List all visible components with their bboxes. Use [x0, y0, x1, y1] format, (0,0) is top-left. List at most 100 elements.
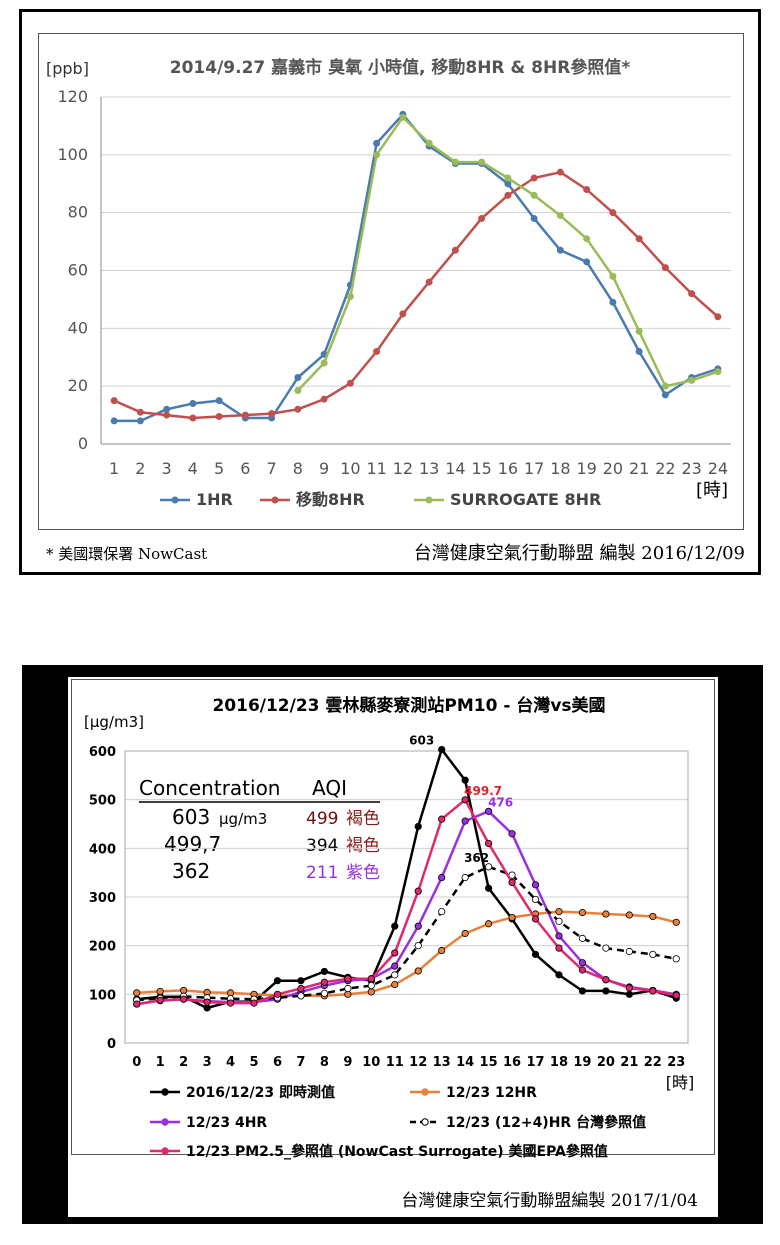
- chart2-data-point: [508, 878, 516, 887]
- chart2-data-point: [438, 946, 446, 955]
- chart2-data-point: [438, 873, 446, 882]
- chart1-data-point: [110, 417, 118, 425]
- chart2-x-tick-label: 15: [480, 1055, 498, 1070]
- chart2-data-point: [649, 987, 657, 995]
- chart2-peak-label: 476: [488, 795, 513, 809]
- chart1-y-tick-label: 80: [68, 203, 88, 222]
- chart2-x-tick-label: 20: [597, 1055, 615, 1070]
- chart2-y-tick-label: 0: [107, 1037, 116, 1052]
- chart2-series-line: [136, 798, 677, 1006]
- chart2-legend-item: 12/23 (12+4)HR 台灣參照值: [410, 1114, 646, 1131]
- chart1-x-tick-label: 4: [188, 459, 198, 478]
- chart1-x-tick-label: 16: [498, 459, 518, 478]
- chart1-data-point: [609, 298, 617, 306]
- chart1-data-point: [373, 151, 381, 159]
- chart2-data-point: [156, 996, 164, 1004]
- chart2-data-point: [414, 922, 422, 930]
- chart2-data-point: [344, 984, 352, 993]
- chart2-data-point: [273, 990, 282, 998]
- chart1-data-point: [320, 359, 328, 367]
- chart2-legend-marker: [161, 1088, 169, 1096]
- chart1-x-tick-label: 7: [267, 459, 277, 478]
- chart2-x-tick-label: 9: [343, 1055, 352, 1070]
- chart2-xlabel: [時]: [666, 1073, 695, 1092]
- chart2-plot-border: [124, 750, 689, 1044]
- chart2-data-point: [226, 999, 235, 1007]
- inset-row3-conc: 362: [172, 859, 210, 883]
- chart2-data-point: [461, 817, 469, 825]
- chart2-data-point: [555, 907, 563, 916]
- chart2-data-point: [531, 915, 540, 923]
- chart1-y-tick-label: 20: [68, 376, 88, 395]
- chart2-data-point: [297, 977, 305, 985]
- chart2-data-point: [461, 776, 469, 784]
- chart2-data-point: [531, 950, 540, 959]
- chart2-x-tick-label: 4: [226, 1055, 235, 1070]
- chart2-data-point: [320, 978, 328, 986]
- chart1-data-point: [661, 391, 669, 399]
- chart1-x-tick-label: 20: [603, 459, 623, 478]
- chart1-x-tick-label: 17: [524, 459, 544, 478]
- inset-row3-aqi: 211: [306, 863, 338, 883]
- chart2-series-2: [133, 907, 680, 1000]
- chart1-x-tick-label: 9: [319, 459, 329, 478]
- chart2-x-tick-label: 12: [409, 1055, 427, 1070]
- chart2-data-point: [391, 922, 399, 930]
- chart2-data-point: [367, 981, 375, 990]
- chart2-x-tick-label: 7: [296, 1055, 305, 1070]
- chart1-data-point: [714, 368, 722, 376]
- chart2-data-point: [414, 822, 422, 831]
- chart1-title: 2014/9.27 嘉義市 臭氧 小時值, 移動8HR & 8HR參照值*: [170, 57, 631, 78]
- chart1-legend-item: 1HR: [160, 490, 233, 509]
- chart2-x-tick-label: 5: [249, 1055, 258, 1070]
- chart1-data-point: [241, 411, 249, 419]
- chart2-data-point: [461, 929, 469, 938]
- chart2-data-point: [602, 910, 610, 918]
- chart1-data-point: [163, 405, 171, 413]
- chart2-data-point: [273, 977, 282, 985]
- chart2-data-point: [672, 991, 680, 999]
- chart2-data-point: [602, 944, 610, 952]
- chart2-series-line: [136, 865, 677, 1002]
- chart2-data-point: [414, 887, 422, 895]
- chart2-peak-label: 603: [409, 734, 434, 748]
- chart2-data-point: [156, 987, 164, 996]
- chart2-x-tick-label: 8: [320, 1055, 329, 1070]
- chart1-data-point: [215, 413, 223, 421]
- chart1-legend-item: 移動8HR: [260, 490, 365, 509]
- chart1-data-point: [635, 347, 643, 355]
- chart2-data-point: [485, 863, 493, 871]
- chart2-data-point: [133, 989, 141, 997]
- chart2-data-point: [578, 959, 587, 967]
- chart1-x-tick-label: 18: [550, 459, 570, 478]
- chart1-legend-label: 1HR: [196, 490, 233, 509]
- chart2-data-point: [414, 967, 422, 975]
- inset-row2-label: 褐色: [346, 836, 380, 856]
- chart1-data-point: [530, 191, 538, 199]
- chart2-x-tick-label: 16: [503, 1055, 521, 1070]
- chart1-footnote-left: * 美國環保署 NowCast: [46, 545, 207, 563]
- chart2-data-point: [438, 745, 446, 754]
- chart1-unit-label: [ppb]: [46, 59, 89, 78]
- inset-row1-unit: μg/m3: [219, 810, 267, 828]
- chart1-data-point: [425, 278, 433, 286]
- chart2-x-tick-label: 13: [433, 1055, 451, 1070]
- chart2-data-point: [391, 962, 399, 970]
- chart1-data-point: [609, 272, 617, 280]
- chart2-data-point: [649, 912, 657, 921]
- chart1-x-tick-label: 10: [340, 459, 360, 478]
- chart2-data-point: [203, 998, 211, 1006]
- chart2-x-tick-label: 0: [132, 1055, 141, 1070]
- chart2-series-5: [133, 796, 680, 1008]
- chart1-x-tick-label: 1: [109, 459, 119, 478]
- chart1-data-point: [320, 395, 328, 403]
- chart2-legend-item: 12/23 12HR: [410, 1085, 537, 1101]
- chart2-data-point: [367, 975, 375, 983]
- chart1-series-2: [110, 168, 722, 422]
- chart2-data-point: [461, 873, 469, 882]
- chart1-frame: [38, 33, 744, 530]
- chart1-series-line: [114, 113, 719, 423]
- chart1-data-point: [688, 376, 696, 384]
